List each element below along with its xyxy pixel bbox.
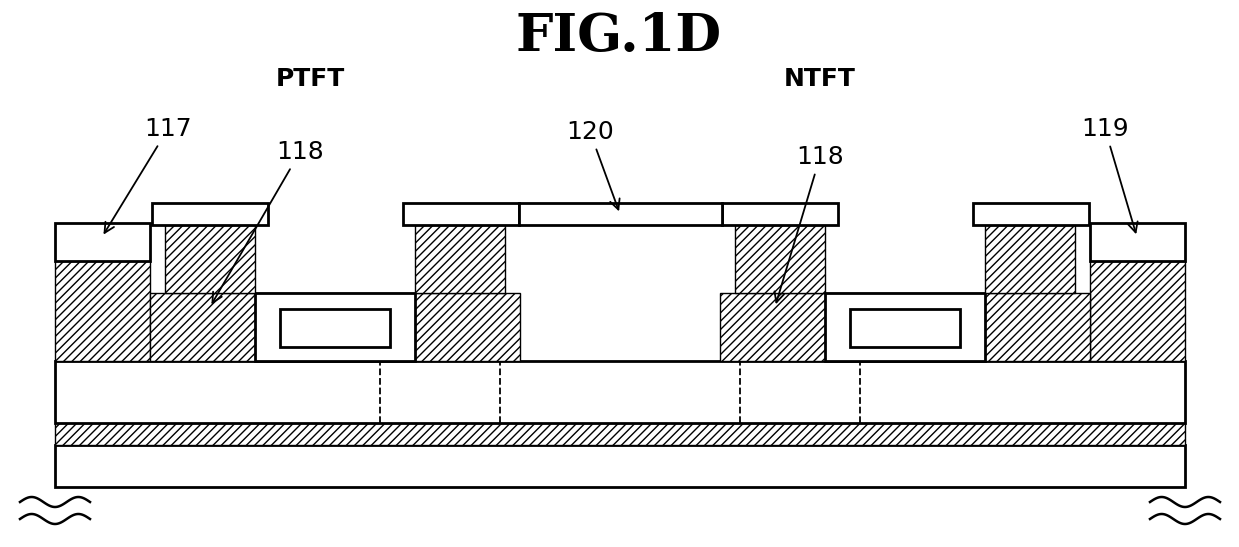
Bar	[825, 293, 985, 361]
Bar	[403, 203, 519, 225]
Text: FIG.1D: FIG.1D	[515, 11, 722, 62]
Bar	[280, 309, 390, 347]
Bar	[1090, 261, 1184, 361]
Text: PTFT: PTFT	[275, 67, 344, 91]
Bar	[722, 203, 838, 225]
Bar	[1090, 223, 1184, 261]
Bar	[55, 261, 150, 361]
Text: 117: 117	[104, 117, 192, 233]
Bar	[973, 203, 1089, 225]
Bar	[150, 293, 520, 361]
Bar	[985, 225, 1075, 293]
Bar	[720, 293, 1090, 361]
Bar	[519, 203, 722, 225]
Bar	[850, 309, 960, 347]
Bar	[735, 225, 825, 293]
Bar	[55, 423, 1184, 445]
Text: NTFT: NTFT	[784, 67, 856, 91]
Bar	[55, 361, 1184, 423]
Text: 118: 118	[212, 140, 323, 303]
Text: 118: 118	[774, 145, 844, 302]
Bar	[165, 225, 255, 293]
Bar	[255, 293, 415, 361]
Text: 120: 120	[566, 120, 620, 210]
Bar	[55, 445, 1184, 487]
Bar	[415, 225, 506, 293]
Bar	[55, 223, 150, 261]
Text: 119: 119	[1082, 117, 1137, 232]
Bar	[152, 203, 268, 225]
